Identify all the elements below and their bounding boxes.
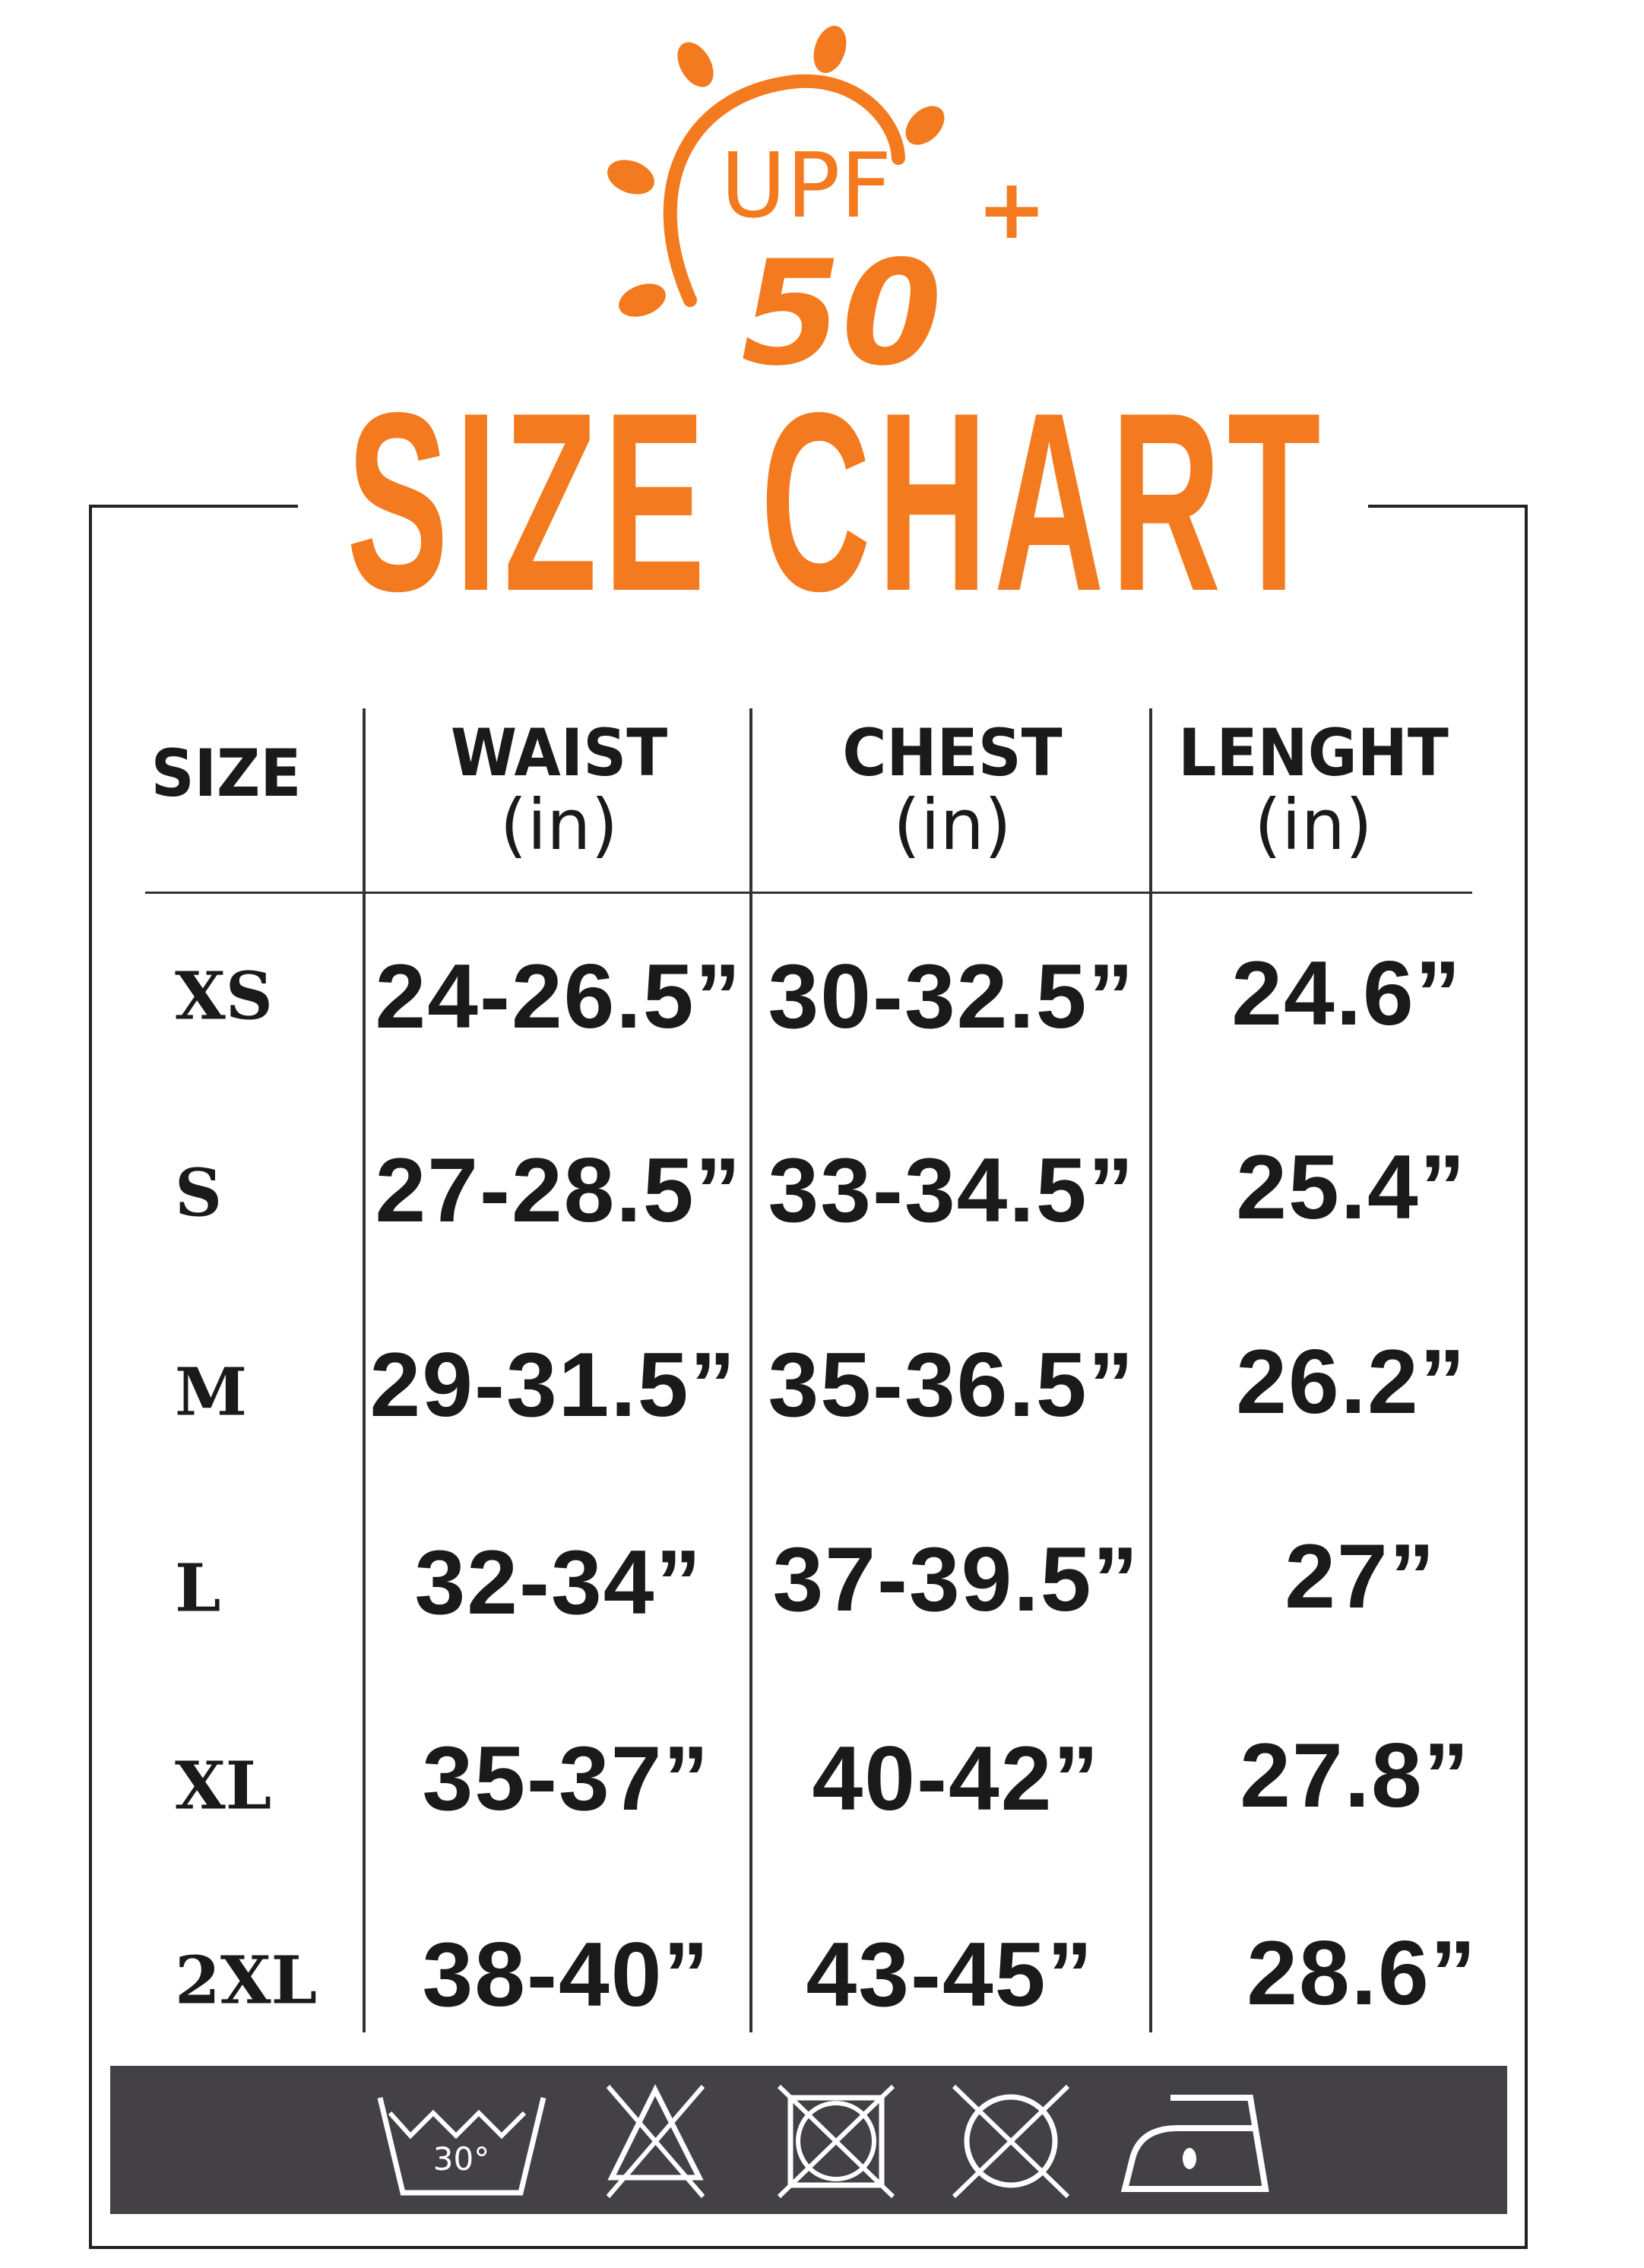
header-length-unit: (in) [1254, 784, 1373, 866]
logo-50-text: 50 [741, 230, 942, 398]
sun-icon [607, 25, 945, 317]
size-label: 2XL [175, 1942, 318, 2019]
do-not-dry-clean-icon [952, 2084, 1070, 2199]
length-value: 27.8” [1240, 1725, 1471, 1826]
logo-plus-text: + [977, 160, 1047, 258]
header-length: LENGHT (in) [1154, 721, 1473, 860]
waist-value: 35-37” [422, 1728, 711, 1829]
frame-top-right [1368, 505, 1528, 508]
wash-temp-text: 30° [433, 2140, 489, 2178]
chest-value: 35-36.5” [768, 1334, 1136, 1436]
header-divider [145, 892, 1472, 894]
care-instructions-bar [110, 2066, 1507, 2214]
header-chest-unit: (in) [893, 784, 1012, 866]
size-label: M [175, 1354, 248, 1431]
column-divider [1149, 708, 1152, 2032]
frame-right [1525, 505, 1528, 2249]
length-value: 26.2” [1236, 1331, 1467, 1433]
chest-value: 33-34.5” [768, 1139, 1136, 1241]
size-label: L [175, 1550, 221, 1627]
do-not-tumble-dry-icon [777, 2084, 895, 2199]
header-chest: CHEST (in) [754, 721, 1151, 860]
iron-low-icon [1120, 2095, 1269, 2192]
frame-bottom [89, 2246, 1528, 2249]
chest-value: 37-39.5” [772, 1528, 1140, 1630]
length-value: 27” [1284, 1525, 1437, 1627]
waist-value: 27-28.5” [375, 1139, 743, 1241]
page-title-text: SIZE CHART [347, 359, 1327, 644]
header-length-label: LENGHT [1178, 715, 1449, 791]
waist-value: 38-40” [422, 1924, 711, 2026]
frame-left [89, 505, 92, 2249]
size-label: XS [175, 958, 273, 1035]
frame-top-left [89, 505, 298, 508]
do-not-bleach-icon [606, 2084, 705, 2198]
chest-value: 40-42” [812, 1728, 1101, 1829]
wash-30-icon: 30° [377, 2097, 546, 2196]
header-size-label: SIZE [150, 736, 302, 812]
header-size: SIZE [144, 741, 308, 806]
logo-upf-text: UPF [721, 133, 892, 238]
size-label: S [175, 1155, 223, 1232]
header-chest-label: CHEST [842, 715, 1063, 791]
waist-value: 24-26.5” [375, 946, 743, 1047]
header-waist-unit: (in) [499, 784, 619, 866]
column-divider [363, 708, 366, 2032]
length-value: 24.6” [1231, 942, 1462, 1044]
size-label: XL [175, 1747, 272, 1825]
upf-logo: UPF 50 + [593, 15, 1049, 386]
chest-value: 30-32.5” [768, 946, 1136, 1047]
header-waist: WAIST (in) [367, 721, 751, 860]
page-title: SIZE CHART [320, 374, 1354, 629]
length-value: 28.6” [1246, 1922, 1478, 2024]
waist-value: 32-34” [414, 1532, 703, 1633]
chest-value: 43-45” [806, 1924, 1094, 2026]
length-value: 25.4” [1236, 1136, 1467, 1238]
header-waist-label: WAIST [450, 715, 668, 791]
waist-value: 29-31.5” [369, 1334, 737, 1436]
column-divider [749, 708, 752, 2032]
